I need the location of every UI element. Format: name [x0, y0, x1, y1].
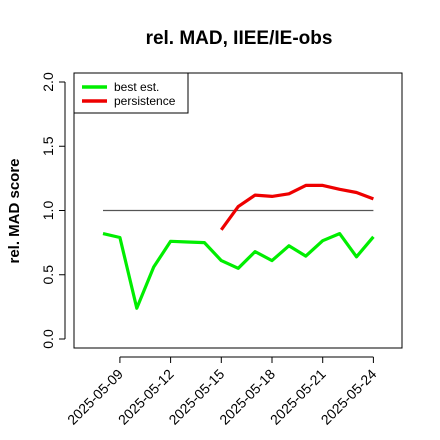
- plot-area: 0.00.51.01.52.02025-05-092025-05-122025-…: [40, 72, 403, 428]
- legend-label-persistence: persistence: [114, 94, 176, 108]
- series-line-persistence: [220, 183, 374, 231]
- x-tick-label: 2025-05-24: [318, 366, 380, 428]
- chart-title: rel. MAD, IIEE/IE-obs: [146, 28, 333, 49]
- plot-frame: [73, 72, 403, 349]
- y-tick-label: 0.0: [40, 329, 56, 349]
- y-tick-label: 1.5: [40, 136, 56, 156]
- legend-box: [73, 72, 189, 114]
- legend-label-best-est: best est.: [114, 80, 159, 94]
- y-tick-label: 0.5: [40, 265, 56, 285]
- y-tick-label: 1.0: [40, 201, 56, 221]
- series-line-best-est: [102, 232, 375, 310]
- y-axis-label: rel. MAD score: [6, 158, 23, 263]
- y-tick-label: 2.0: [40, 72, 56, 92]
